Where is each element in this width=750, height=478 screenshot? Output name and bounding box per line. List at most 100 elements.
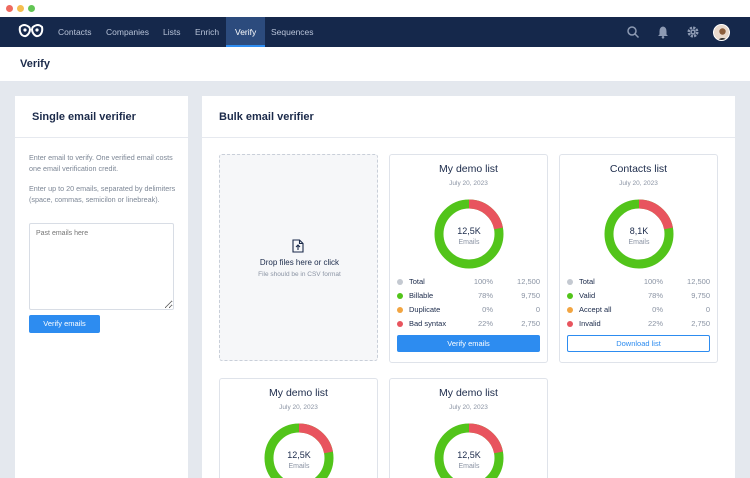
status-dot <box>397 321 403 327</box>
stat-label: Invalid <box>579 319 601 328</box>
stat-count: 2,750 <box>521 319 540 328</box>
stat-count: 0 <box>535 305 540 314</box>
card-verify-emails-button[interactable]: Verify emails <box>397 335 540 352</box>
stat-row-total: Total 100% 12,500 <box>397 276 540 290</box>
list-card-date: July 20, 2023 <box>279 404 318 411</box>
status-dot <box>567 307 573 313</box>
search-icon[interactable] <box>626 25 640 39</box>
bell-icon[interactable] <box>656 25 670 39</box>
gear-icon[interactable] <box>686 25 700 39</box>
donut-center-label: Emails <box>288 463 310 470</box>
single-verifier-title: Single email verifier <box>32 111 136 123</box>
dropzone-sub-text: File should be in CSV format <box>258 271 341 278</box>
stat-label: Billable <box>409 291 434 300</box>
list-card-title: My demo list <box>439 387 498 399</box>
list-stats: Total 100% 12,500 Valid 78% 9,750 Accept… <box>567 276 710 332</box>
nav-sequences[interactable]: Sequences <box>271 27 314 37</box>
nav-contacts[interactable]: Contacts <box>58 27 92 37</box>
app-logo[interactable] <box>18 23 44 41</box>
list-card: My demo list July 20, 2023 12,5K Emails <box>219 378 378 478</box>
single-email-verifier-panel: Single email verifier Enter email to ver… <box>15 96 188 478</box>
file-upload-icon <box>292 239 304 253</box>
stat-label: Total <box>409 277 425 286</box>
list-card: My demo list July 20, 2023 12,5K Emails … <box>389 154 548 363</box>
donut-invalid-arc <box>604 199 674 269</box>
list-card-title: Contacts list <box>609 163 668 175</box>
stat-percent: 78% <box>477 291 493 300</box>
donut-center-value: 12,5K <box>457 226 481 236</box>
stat-row-billable: Billable 78% 9,750 <box>397 290 540 304</box>
stat-percent: 100% <box>473 277 493 286</box>
list-card: Contacts list July 20, 2023 8,1K Emails … <box>559 154 718 363</box>
file-dropzone[interactable]: Drop files here or click File should be … <box>219 154 378 361</box>
page-title: Verify <box>20 58 50 70</box>
stat-percent: 78% <box>647 291 663 300</box>
stat-count: 12,500 <box>517 277 540 286</box>
donut-invalid-arc <box>264 423 334 478</box>
stat-label: Bad syntax <box>409 319 447 328</box>
list-stats: Total 100% 12,500 Billable 78% 9,750 Dup… <box>397 276 540 332</box>
stat-label: Accept all <box>579 305 612 314</box>
stat-count: 9,750 <box>691 291 710 300</box>
status-dot <box>397 307 403 313</box>
dropzone-main-text: Drop files here or click <box>259 258 340 267</box>
stat-label: Valid <box>579 291 596 300</box>
list-card-date: July 20, 2023 <box>449 180 488 187</box>
download-list-button[interactable]: Download list <box>567 335 710 352</box>
status-dot <box>567 279 573 285</box>
bulk-email-verifier-panel: Bulk email verifier Drop files here or c… <box>202 96 735 478</box>
stat-count: 2,750 <box>691 319 710 328</box>
single-verify-emails-button[interactable]: Verify emails <box>29 315 100 333</box>
status-dot <box>567 293 573 299</box>
stat-count: 9,750 <box>521 291 540 300</box>
user-avatar[interactable] <box>713 24 730 41</box>
stat-percent: 22% <box>647 319 663 328</box>
stat-percent: 0% <box>652 305 663 314</box>
stat-row-accept-all: Accept all 0% 0 <box>567 304 710 318</box>
emails-donut-chart: 12,5K Emails <box>434 199 504 269</box>
donut-center-label: Emails <box>458 463 480 470</box>
panel-divider <box>15 137 188 138</box>
emails-textarea[interactable] <box>29 223 174 310</box>
list-card-title: My demo list <box>439 163 498 175</box>
single-help-text-1: Enter email to verify. One verified emai… <box>29 153 173 173</box>
single-help-text-2: Enter up to 20 emails, separated by deli… <box>29 184 176 204</box>
panel-divider <box>202 137 735 138</box>
stat-percent: 100% <box>643 277 663 286</box>
donut-center-label: Emails <box>458 239 480 246</box>
status-dot <box>567 321 573 327</box>
donut-center-value: 12,5K <box>287 450 311 460</box>
status-dot <box>397 293 403 299</box>
nav-lists[interactable]: Lists <box>163 27 181 37</box>
stat-row-bad-syntax: Bad syntax 22% 2,750 <box>397 318 540 332</box>
emails-donut-chart: 12,5K Emails <box>434 423 504 478</box>
stat-percent: 22% <box>477 319 493 328</box>
donut-center-label: Emails <box>628 239 650 246</box>
nav-verify[interactable]: Verify <box>226 17 266 47</box>
status-dot <box>397 279 403 285</box>
user-avatar-icon <box>717 28 728 40</box>
stat-count: 12,500 <box>687 277 710 286</box>
top-navbar: Contacts Companies Lists Enrich Verify S… <box>0 17 750 47</box>
minimize-window-button[interactable] <box>17 5 24 12</box>
bulk-verifier-title: Bulk email verifier <box>219 111 314 123</box>
stat-percent: 0% <box>482 305 493 314</box>
emails-donut-chart: 8,1K Emails <box>604 199 674 269</box>
donut-center-value: 8,1K <box>630 226 649 236</box>
close-window-button[interactable] <box>6 5 13 12</box>
nav-enrich[interactable]: Enrich <box>195 27 220 37</box>
list-card: My demo list July 20, 2023 12,5K Emails <box>389 378 548 478</box>
emails-donut-chart: 12,5K Emails <box>264 423 334 478</box>
donut-invalid-arc <box>434 423 504 478</box>
list-card-date: July 20, 2023 <box>449 404 488 411</box>
window-titlebar <box>0 0 750 17</box>
donut-center-value: 12,5K <box>457 450 481 460</box>
stat-count: 0 <box>705 305 710 314</box>
page-header: Verify <box>0 47 750 82</box>
maximize-window-button[interactable] <box>28 5 35 12</box>
stat-label: Duplicate <box>409 305 441 314</box>
stat-row-total: Total 100% 12,500 <box>567 276 710 290</box>
list-card-title: My demo list <box>269 387 328 399</box>
list-card-date: July 20, 2023 <box>619 180 658 187</box>
nav-companies[interactable]: Companies <box>106 27 149 37</box>
